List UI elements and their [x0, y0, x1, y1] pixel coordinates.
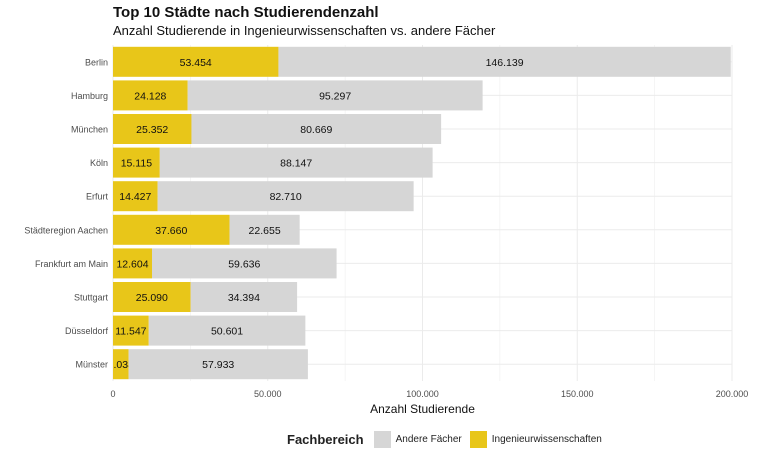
data-label: 24.128	[134, 90, 166, 102]
y-tick-label: Stuttgart	[74, 293, 109, 303]
legend: Fachbereich Andere Fächer Ingenieurwisse…	[287, 431, 610, 448]
chart-subtitle: Anzahl Studierende in Ingenieurwissensch…	[113, 23, 496, 38]
x-axis-label: Anzahl Studierende	[370, 402, 475, 416]
x-tick-label: 150.000	[561, 389, 594, 399]
legend-key-ingenieur	[469, 431, 487, 448]
data-label: 146.139	[486, 57, 524, 69]
y-tick-label: Hamburg	[71, 91, 108, 101]
data-label: 25.090	[136, 292, 168, 304]
data-label: 14.427	[119, 191, 151, 203]
data-label: 82.710	[270, 191, 302, 203]
bar-ingenieur	[113, 80, 188, 111]
y-tick-label: Düsseldorf	[65, 326, 109, 336]
y-tick-label: Frankfurt am Main	[35, 259, 108, 269]
data-label: 12.604	[116, 258, 148, 270]
bar-andere	[190, 282, 298, 312]
data-label: 53.454	[180, 57, 212, 69]
x-tick-label: 0	[110, 389, 115, 399]
bar-ingenieur	[113, 114, 192, 144]
bar-andere	[187, 80, 483, 111]
data-label: 25.352	[136, 124, 168, 136]
data-label: 88.147	[280, 158, 312, 170]
bar-andere	[159, 147, 433, 178]
y-tick-label: München	[71, 125, 108, 135]
legend-label-ingenieur: Ingenieurwissenschaften	[491, 434, 602, 445]
bar-ingenieur	[113, 282, 191, 312]
data-label: 95.297	[319, 90, 351, 102]
legend-label-andere: Andere Fächer	[395, 434, 462, 445]
data-label: 34.394	[228, 292, 260, 304]
bar-andere	[157, 181, 414, 212]
data-label: 80.669	[300, 124, 332, 136]
legend-key-andere	[373, 431, 391, 448]
bar-ingenieur	[113, 147, 160, 178]
y-tick-label: Berlin	[85, 57, 108, 67]
bar-andere	[152, 248, 337, 279]
bar-ingenieur	[113, 46, 279, 77]
data-label: 59.636	[228, 258, 260, 270]
legend-item-andere: Andere Fächer	[373, 431, 462, 448]
legend-title: Fachbereich	[287, 432, 364, 447]
x-tick-label: 200.000	[716, 389, 749, 399]
chart-title: Top 10 Städte nach Studierendenzahl	[113, 4, 379, 21]
bar-ingenieur	[113, 349, 129, 380]
y-tick-label: Münster	[75, 360, 108, 370]
data-label: 37.660	[155, 225, 187, 237]
y-tick-label: Erfurt	[86, 192, 109, 202]
data-label: 50.601	[211, 326, 243, 338]
x-tick-label: 50.000	[254, 389, 282, 399]
data-label: 11.547	[115, 326, 146, 338]
bar-ingenieur	[113, 214, 230, 245]
bar-andere	[229, 214, 300, 245]
bar-ingenieur	[113, 248, 153, 279]
bar-andere	[148, 315, 306, 346]
data-label: 57.933	[202, 359, 234, 371]
bar-ingenieur	[113, 315, 149, 346]
y-tick-label: Köln	[90, 158, 108, 168]
bar-ingenieur	[113, 181, 158, 212]
data-label: 15.115	[121, 158, 152, 170]
bar-andere	[191, 114, 442, 144]
y-tick-label: Städteregion Aachen	[24, 225, 108, 235]
data-label: 22.655	[249, 225, 281, 237]
bar-andere	[278, 46, 731, 77]
legend-item-ingenieur: Ingenieurwissenschaften	[469, 431, 602, 448]
bar-andere	[128, 349, 308, 380]
x-tick-label: 100.000	[406, 389, 439, 399]
